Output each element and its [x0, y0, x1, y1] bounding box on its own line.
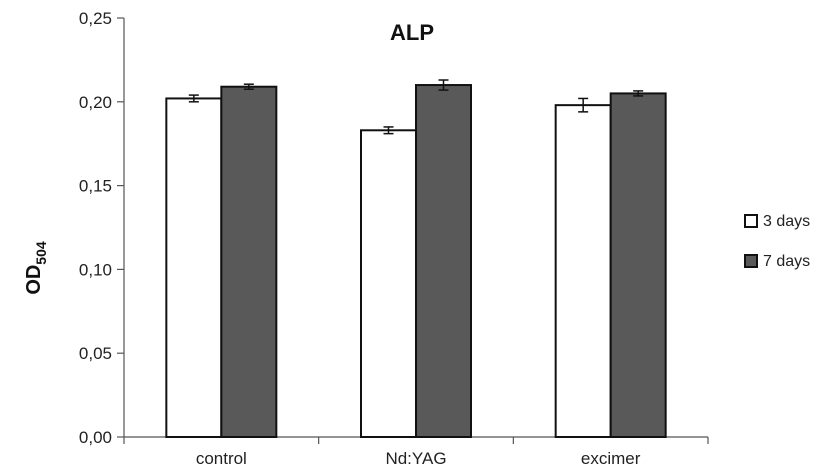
x-category-label: excimer — [581, 449, 641, 468]
y-axis-label: OD504 — [23, 241, 49, 295]
bar-7-days — [609, 92, 667, 438]
plot-area: 0,00 0,05 0,10 0,15 0,20 0,25 control Nd:YAG exc… — [79, 9, 709, 468]
legend-label: 7 days — [763, 253, 810, 270]
y-tick-label: 0,10 — [79, 260, 112, 279]
y-axis-label-main: OD — [23, 265, 45, 295]
y-tick-label: 0,05 — [79, 344, 112, 363]
bar-3-days — [360, 129, 417, 439]
y-tick-label: 0,20 — [79, 93, 112, 112]
bar-3-days — [165, 97, 223, 438]
y-tick-label: 0,00 — [79, 428, 112, 447]
y-axis-label-subscript: 504 — [33, 241, 49, 265]
bar-3-days — [554, 104, 612, 438]
legend-swatch — [744, 254, 758, 268]
y-tick-label: 0,25 — [79, 9, 112, 28]
chart-title: ALP — [390, 20, 434, 45]
y-tick-label: 0,15 — [79, 177, 112, 196]
legend-swatch — [744, 214, 758, 228]
legend: 3 days 7 days — [744, 213, 810, 270]
bar-7-days — [415, 84, 472, 438]
x-category-label: control — [196, 449, 247, 468]
bar-7-days — [220, 85, 278, 438]
x-category-label: Nd:YAG — [385, 449, 446, 468]
legend-label: 3 days — [763, 213, 810, 230]
